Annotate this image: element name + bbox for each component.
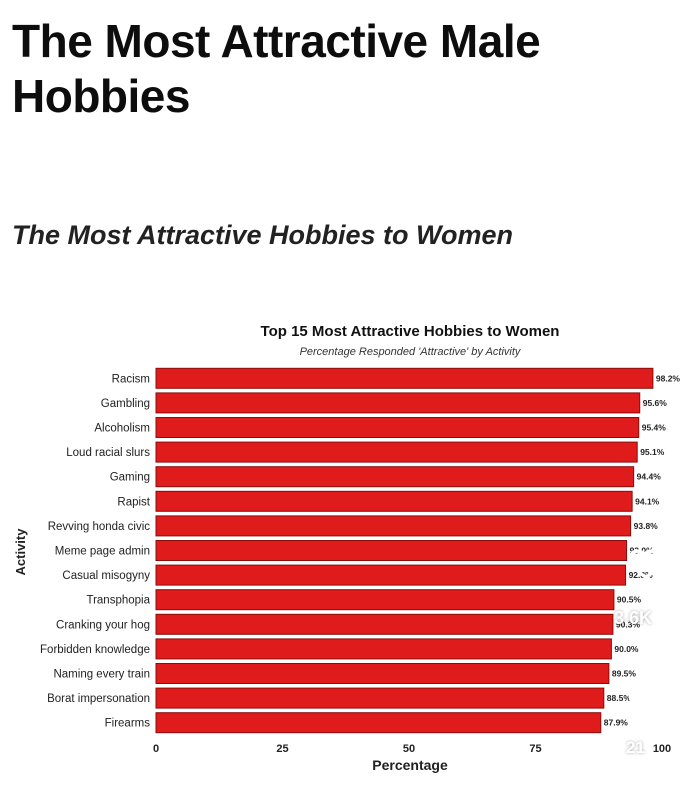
value-label: 94.4% bbox=[637, 472, 662, 482]
subheadline: The Most Attractive Hobbies to Women bbox=[12, 220, 514, 250]
category-label: Naming every train bbox=[53, 669, 150, 681]
value-label: 89.5% bbox=[612, 669, 637, 679]
category-label: Loud racial slurs bbox=[66, 447, 150, 459]
bar bbox=[155, 540, 628, 561]
bars-group: Racism 98.2% Gambling 95.6% Alcoholism 95.4% L… bbox=[40, 367, 681, 734]
bar bbox=[155, 441, 638, 463]
bar bbox=[155, 515, 632, 537]
category-label: Casual misogyny bbox=[62, 570, 150, 582]
chart-title: Top 15 Most Attractive Hobbies to Women bbox=[261, 323, 560, 340]
category-label: Gaming bbox=[110, 472, 150, 484]
value-label: 90.5% bbox=[617, 595, 642, 605]
bar bbox=[155, 490, 633, 512]
y-axis-label: Activity bbox=[13, 528, 28, 576]
value-label: 95.6% bbox=[643, 398, 668, 408]
chart-subtitle: Percentage Responded 'Attractive' by Act… bbox=[300, 346, 522, 358]
category-label: Rapist bbox=[117, 496, 150, 508]
x-tick-label: 75 bbox=[529, 743, 541, 755]
value-label: 93.8% bbox=[634, 521, 659, 531]
bar bbox=[155, 687, 605, 709]
value-label: 95.1% bbox=[640, 447, 665, 457]
x-tick-label: 100 bbox=[653, 743, 671, 755]
bar bbox=[155, 663, 610, 684]
x-ticks-group: 0 25 50 75 100 bbox=[153, 743, 671, 755]
bar bbox=[155, 613, 614, 635]
bar bbox=[155, 392, 641, 414]
x-tick-label: 50 bbox=[403, 743, 415, 755]
x-tick-label: 0 bbox=[153, 743, 159, 755]
heart-outline-icon[interactable] bbox=[627, 544, 665, 582]
value-label: 90.3% bbox=[616, 619, 641, 629]
category-label: Transphopia bbox=[86, 595, 150, 607]
value-label: 94.1% bbox=[635, 496, 660, 506]
bar bbox=[155, 564, 627, 586]
category-label: Cranking your hog bbox=[56, 619, 150, 631]
bar bbox=[155, 367, 654, 389]
bar bbox=[155, 712, 602, 734]
value-label: 90.0% bbox=[614, 644, 639, 654]
value-label: 95.4% bbox=[642, 423, 667, 433]
x-tick-label: 25 bbox=[276, 743, 288, 755]
category-label: Borat impersonation bbox=[47, 693, 150, 705]
comment-bubble-icon[interactable] bbox=[625, 673, 667, 715]
value-label: 87.9% bbox=[604, 718, 629, 728]
bar bbox=[155, 638, 612, 660]
category-label: Firearms bbox=[105, 718, 151, 730]
category-label: Meme page admin bbox=[55, 546, 150, 558]
category-label: Revving honda civic bbox=[48, 521, 151, 533]
bar bbox=[155, 589, 615, 611]
bar bbox=[155, 466, 635, 488]
x-axis-label: Percentage bbox=[372, 757, 448, 773]
comments-count: 21 bbox=[626, 738, 645, 757]
category-label: Alcoholism bbox=[94, 423, 150, 435]
category-label: Forbidden knowledge bbox=[40, 644, 150, 656]
bar bbox=[155, 417, 640, 438]
likes-count: 3.6K bbox=[614, 608, 653, 628]
value-label: 88.5% bbox=[607, 693, 632, 703]
category-label: Racism bbox=[112, 373, 150, 385]
category-label: Gambling bbox=[101, 398, 150, 410]
headline: The Most Attractive Male Hobbies bbox=[12, 15, 541, 122]
value-label: 98.2% bbox=[656, 373, 681, 383]
